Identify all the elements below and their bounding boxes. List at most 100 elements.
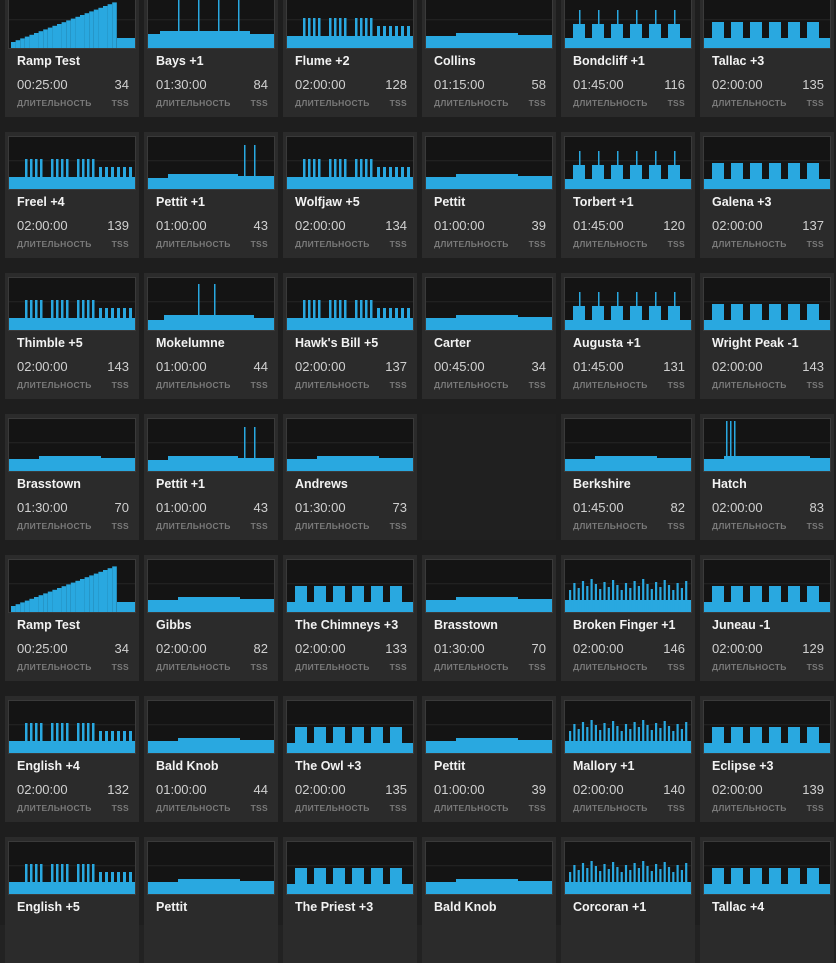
workout-name: Bays +1	[156, 54, 204, 68]
workout-card[interactable]: Pettit +1 01:00:00 43 ДЛИТЕЛЬНОСТЬ TSS	[144, 414, 278, 540]
workout-card[interactable]: Tallac +3 02:00:00 135 ДЛИТЕЛЬНОСТЬ TSS	[700, 0, 834, 117]
power-interval-bar	[456, 597, 518, 612]
workout-card[interactable]: Eclipse +3 02:00:00 139 ДЛИТЕЛЬНОСТЬ TSS	[700, 696, 834, 822]
power-interval-bar	[92, 864, 95, 894]
workout-profile-chart	[564, 0, 692, 49]
power-interval-bar	[334, 18, 337, 48]
power-interval-bar	[82, 300, 85, 330]
workout-card[interactable]: English +4 02:00:00 132 ДЛИТЕЛЬНОСТЬ TSS	[5, 696, 139, 822]
power-interval-bar	[407, 308, 410, 330]
power-interval-bar	[712, 304, 724, 330]
workout-card[interactable]: Broken Finger +1 02:00:00 146 ДЛИТЕЛЬНОСТЬ T…	[561, 555, 695, 681]
workout-card[interactable]: The Priest +3	[283, 837, 417, 963]
workout-card[interactable]: Gibbs 02:00:00 82 ДЛИТЕЛЬНОСТЬ TSS	[144, 555, 278, 681]
workout-tss: 120	[663, 218, 685, 233]
power-interval-bar	[750, 727, 762, 753]
workout-card[interactable]: Mokelumne 01:00:00 44 ДЛИТЕЛЬНОСТЬ TSS	[144, 273, 278, 399]
power-interval-bar	[750, 22, 762, 48]
power-interval-bar	[303, 18, 306, 48]
workout-name: Andrews	[295, 477, 348, 491]
power-interval-bar	[40, 864, 43, 894]
power-interval-bar	[105, 731, 108, 753]
duration-label: ДЛИТЕЛЬНОСТЬ	[156, 239, 231, 249]
workout-tss: 43	[253, 218, 268, 233]
power-interval-bar	[581, 581, 585, 612]
workout-card[interactable]: Carter 00:45:00 34 ДЛИТЕЛЬНОСТЬ TSS	[422, 273, 556, 399]
workout-card[interactable]: Bald Knob 01:00:00 44 ДЛИТЕЛЬНОСТЬ TSS	[144, 696, 278, 822]
tss-label: TSS	[528, 662, 546, 672]
power-interval-bar	[318, 300, 321, 330]
workout-duration: 02:00:00	[295, 77, 346, 92]
power-interval-bar	[25, 159, 28, 189]
workout-card[interactable]: Hawk's Bill +5 02:00:00 137 ДЛИТЕЛЬНОСТЬ TSS	[283, 273, 417, 399]
power-interval-bar	[111, 308, 114, 330]
workout-card[interactable]: Ramp Test 00:25:00 34 ДЛИТЕЛЬНОСТЬ TSS	[5, 0, 139, 117]
power-interval-bar	[295, 868, 307, 894]
chart-gridline	[565, 724, 691, 726]
power-interval-bar	[650, 730, 653, 753]
duration-label: ДЛИТЕЛЬНОСТЬ	[295, 521, 370, 531]
workout-profile-chart	[147, 559, 275, 613]
power-interval-bar	[659, 587, 662, 612]
workout-profile-chart	[286, 418, 414, 472]
workout-card[interactable]: Augusta +1 01:45:00 131 ДЛИТЕЛЬНОСТЬ TSS	[561, 273, 695, 399]
workout-card[interactable]: The Owl +3 02:00:00 135 ДЛИТЕЛЬНОСТЬ TSS	[283, 696, 417, 822]
power-interval-bar	[788, 304, 800, 330]
workout-card[interactable]: Hatch 02:00:00 83 ДЛИТЕЛЬНОСТЬ TSS	[700, 414, 834, 540]
workout-profile-svg	[704, 865, 830, 894]
power-interval-bar	[456, 738, 518, 753]
workout-profile-svg	[287, 159, 413, 189]
power-interval-bar	[287, 884, 413, 894]
power-interval-bar	[344, 18, 347, 48]
workout-name: Berkshire	[573, 477, 631, 491]
workout-card[interactable]: Berkshire 01:45:00 82 ДЛИТЕЛЬНОСТЬ TSS	[561, 414, 695, 540]
power-interval-bar	[712, 868, 724, 894]
workout-card[interactable]: Juneau -1 02:00:00 129 ДЛИТЕЛЬНОСТЬ TSS	[700, 555, 834, 681]
workout-card[interactable]: The Chimneys +3 02:00:00 133 ДЛИТЕЛЬНОСТЬ TS…	[283, 555, 417, 681]
power-interval-bar	[616, 867, 619, 894]
power-interval-bar	[148, 882, 178, 894]
power-interval-bar	[123, 308, 126, 330]
tss-label: TSS	[667, 98, 685, 108]
workout-card[interactable]: Corcoran +1	[561, 837, 695, 963]
workout-card[interactable]: Brasstown 01:30:00 70 ДЛИТЕЛЬНОСТЬ TSS	[422, 555, 556, 681]
workout-card[interactable]: Wolfjaw +5 02:00:00 134 ДЛИТЕЛЬНОСТЬ TSS	[283, 132, 417, 258]
workout-card[interactable]: Pettit +1 01:00:00 43 ДЛИТЕЛЬНОСТЬ TSS	[144, 132, 278, 258]
power-interval-bar	[586, 727, 589, 753]
tss-label: TSS	[806, 380, 824, 390]
workout-tss: 137	[802, 218, 824, 233]
workout-card[interactable]: English +5	[5, 837, 139, 963]
workout-card[interactable]: Bondcliff +1 01:45:00 116 ДЛИТЕЛЬНОСТЬ TSS	[561, 0, 695, 117]
power-interval-bar	[685, 722, 688, 753]
workout-profile-chart	[147, 136, 275, 190]
workout-card[interactable]: Torbert +1 01:45:00 120 ДЛИТЕЛЬНОСТЬ TSS	[561, 132, 695, 258]
workout-card[interactable]: Tallac +4	[700, 837, 834, 963]
duration-label: ДЛИТЕЛЬНОСТЬ	[156, 98, 231, 108]
workout-profile-chart	[425, 0, 553, 49]
power-interval-bar	[607, 728, 610, 753]
workout-card[interactable]: Pettit 01:00:00 39 ДЛИТЕЛЬНОСТЬ TSS	[422, 696, 556, 822]
workout-card[interactable]: Pettit 01:00:00 39 ДЛИТЕЛЬНОСТЬ TSS	[422, 132, 556, 258]
workout-card[interactable]: Bays +1 01:30:00 84 ДЛИТЕЛЬНОСТЬ TSS	[144, 0, 278, 117]
power-interval-bar	[624, 724, 628, 753]
workout-card[interactable]: Galena +3 02:00:00 137 ДЛИТЕЛЬНОСТЬ TSS	[700, 132, 834, 258]
power-interval-bar	[365, 300, 368, 330]
workout-card[interactable]: Collins 01:15:00 58 ДЛИТЕЛЬНОСТЬ TSS	[422, 0, 556, 117]
workout-card[interactable]: Flume +2 02:00:00 128 ДЛИТЕЛЬНОСТЬ TSS	[283, 0, 417, 117]
workout-card[interactable]: Wright Peak -1 02:00:00 143 ДЛИТЕЛЬНОСТЬ TSS	[700, 273, 834, 399]
workout-card[interactable]: Andrews 01:30:00 73 ДЛИТЕЛЬНОСТЬ TSS	[283, 414, 417, 540]
workout-card[interactable]: Mallory +1 02:00:00 140 ДЛИТЕЛЬНОСТЬ TSS	[561, 696, 695, 822]
power-interval-bar	[569, 590, 572, 612]
power-interval-bar	[98, 571, 103, 612]
power-interval-bar	[637, 727, 640, 753]
workout-card[interactable]: Thimble +5 02:00:00 143 ДЛИТЕЛЬНОСТЬ TSS	[5, 273, 139, 399]
power-interval-bar	[685, 581, 688, 612]
workout-card[interactable]: Brasstown 01:30:00 70 ДЛИТЕЛЬНОСТЬ TSS	[5, 414, 139, 540]
power-interval-bar	[680, 870, 683, 894]
power-interval-bar	[769, 586, 781, 612]
power-interval-bar	[390, 868, 402, 894]
workout-card[interactable]: Pettit	[144, 837, 278, 963]
workout-card[interactable]: Ramp Test 00:25:00 34 ДЛИТЕЛЬНОСТЬ TSS	[5, 555, 139, 681]
workout-card[interactable]: Freel +4 02:00:00 139 ДЛИТЕЛЬНОСТЬ TSS	[5, 132, 139, 258]
workout-card[interactable]: Bald Knob	[422, 837, 556, 963]
